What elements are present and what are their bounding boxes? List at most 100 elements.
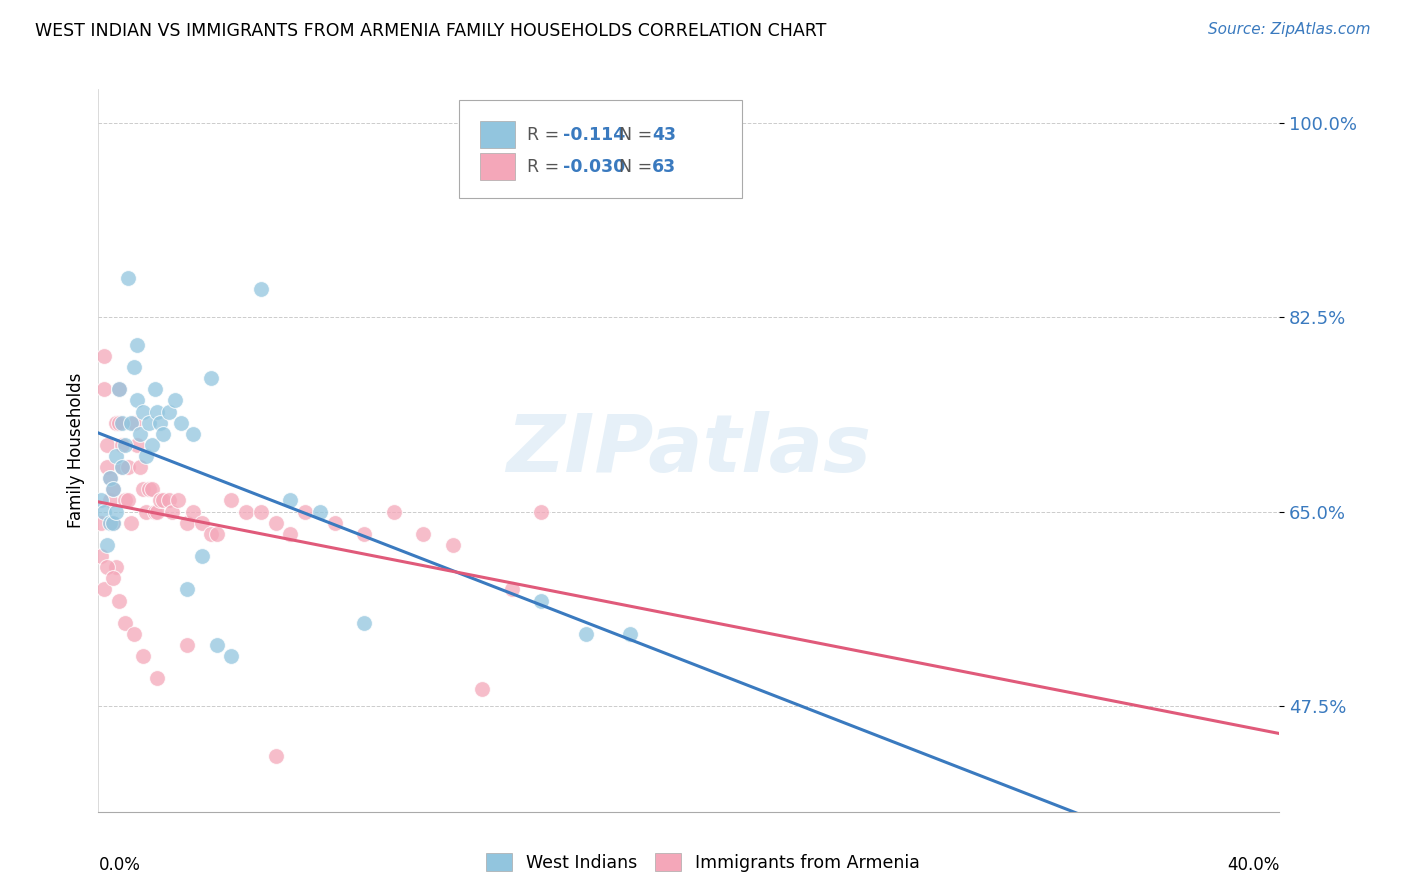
Point	[128, 426, 150, 441]
Point	[135, 505, 157, 519]
Point	[114, 615, 136, 630]
Point	[471, 682, 494, 697]
Point	[143, 505, 166, 519]
Point	[128, 460, 150, 475]
Point	[149, 416, 172, 430]
Point	[146, 671, 169, 685]
Point	[105, 449, 128, 463]
Point	[353, 526, 375, 541]
Text: WEST INDIAN VS IMMIGRANTS FROM ARMENIA FAMILY HOUSEHOLDS CORRELATION CHART: WEST INDIAN VS IMMIGRANTS FROM ARMENIA F…	[35, 22, 827, 40]
Point	[105, 505, 128, 519]
Point	[132, 649, 155, 664]
Point	[235, 505, 257, 519]
Point	[125, 338, 148, 352]
Point	[138, 416, 160, 430]
Point	[141, 483, 163, 497]
Point	[105, 416, 128, 430]
Point	[103, 483, 125, 497]
Point	[122, 627, 145, 641]
Point	[114, 493, 136, 508]
Point	[501, 582, 523, 597]
Text: 40.0%: 40.0%	[1227, 856, 1279, 874]
Text: R =: R =	[527, 158, 565, 176]
Point	[111, 460, 134, 475]
Point	[141, 438, 163, 452]
Point	[575, 627, 598, 641]
Text: -0.114: -0.114	[562, 126, 624, 144]
Point	[117, 271, 139, 285]
Point	[146, 505, 169, 519]
Point	[619, 627, 641, 641]
Point	[132, 483, 155, 497]
Legend: West Indians, Immigrants from Armenia: West Indians, Immigrants from Armenia	[479, 847, 927, 879]
Point	[176, 582, 198, 597]
Point	[90, 549, 112, 563]
Point	[264, 749, 287, 764]
Point	[412, 526, 434, 541]
Point	[176, 516, 198, 530]
Text: R =: R =	[527, 126, 565, 144]
Point	[96, 560, 118, 574]
Point	[90, 493, 112, 508]
Point	[205, 638, 228, 652]
Point	[96, 460, 118, 475]
Text: N =: N =	[619, 126, 658, 144]
Point	[132, 404, 155, 418]
Text: ZIPatlas: ZIPatlas	[506, 411, 872, 490]
Point	[181, 426, 204, 441]
Point	[157, 493, 180, 508]
Point	[122, 360, 145, 375]
Point	[117, 493, 139, 508]
Point	[114, 438, 136, 452]
Point	[152, 426, 174, 441]
Point	[191, 516, 214, 530]
Point	[264, 516, 287, 530]
Point	[120, 416, 142, 430]
Point	[98, 471, 121, 485]
Point	[98, 493, 121, 508]
Point	[221, 649, 243, 664]
Point	[105, 560, 128, 574]
Point	[530, 593, 553, 607]
Point	[96, 538, 118, 552]
Point	[309, 505, 332, 519]
Point	[167, 493, 190, 508]
Point	[200, 371, 222, 385]
Point	[103, 516, 125, 530]
FancyBboxPatch shape	[479, 153, 516, 180]
Point	[280, 493, 302, 508]
Point	[294, 505, 316, 519]
Point	[108, 382, 131, 396]
Point	[157, 404, 180, 418]
Point	[152, 493, 174, 508]
Text: 0.0%: 0.0%	[98, 856, 141, 874]
Point	[103, 483, 125, 497]
Point	[96, 438, 118, 452]
Point	[111, 460, 134, 475]
Point	[111, 438, 134, 452]
Point	[143, 382, 166, 396]
Point	[162, 505, 183, 519]
Point	[108, 416, 131, 430]
Point	[138, 483, 160, 497]
Point	[205, 526, 228, 541]
Text: N =: N =	[619, 158, 658, 176]
FancyBboxPatch shape	[479, 121, 516, 148]
Point	[149, 493, 172, 508]
Point	[125, 393, 148, 408]
Point	[382, 505, 405, 519]
Point	[93, 382, 115, 396]
FancyBboxPatch shape	[458, 100, 742, 198]
Point	[103, 571, 125, 585]
Text: 43: 43	[652, 126, 676, 144]
Point	[353, 615, 375, 630]
Point	[280, 526, 302, 541]
Point	[125, 438, 148, 452]
Point	[98, 471, 121, 485]
Point	[117, 460, 139, 475]
Point	[176, 638, 198, 652]
Point	[181, 505, 204, 519]
Point	[530, 505, 553, 519]
Point	[93, 349, 115, 363]
Y-axis label: Family Households: Family Households	[66, 373, 84, 528]
